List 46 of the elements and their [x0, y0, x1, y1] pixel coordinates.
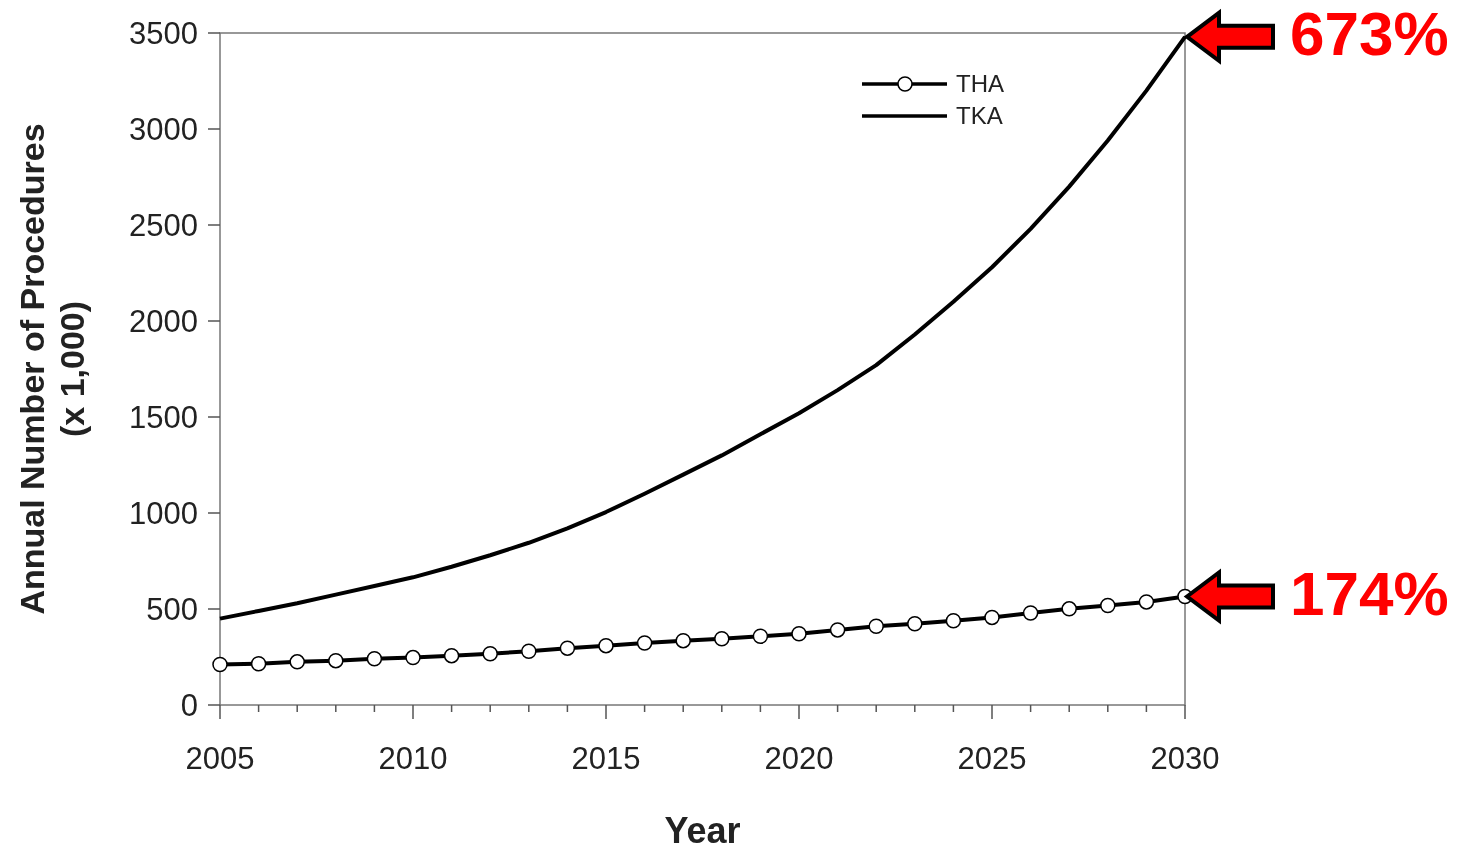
point: [366, 650, 383, 667]
point: [1022, 605, 1039, 621]
point: [212, 656, 228, 673]
annotation: 174%: [1290, 558, 1449, 628]
y-tick-label: 1000: [129, 495, 198, 531]
point: [1138, 594, 1155, 610]
point: [598, 637, 614, 654]
y-tick-label: 500: [146, 591, 198, 627]
point: [405, 649, 421, 666]
point: [1100, 597, 1116, 614]
point: [675, 632, 691, 649]
point: [829, 622, 846, 638]
point: [289, 654, 305, 670]
legend-label: TKA: [956, 102, 1003, 130]
y-tick-label: 0: [180, 687, 198, 723]
point: [250, 655, 267, 672]
point: [328, 652, 344, 669]
point: [482, 645, 498, 662]
y-tick-label: 1500: [129, 399, 198, 435]
line-series: [218, 34, 1187, 621]
point: [752, 628, 769, 645]
y-tick-label: 2000: [129, 303, 198, 339]
point: [443, 647, 460, 664]
legend-label: THA: [956, 70, 1004, 98]
point: [791, 626, 807, 642]
annotation: 673%: [1290, 0, 1449, 68]
y-tick-label: 3000: [129, 111, 198, 147]
x-tick-label: 2020: [764, 741, 834, 776]
x-tick-label: 2005: [185, 741, 255, 776]
point: [868, 618, 884, 635]
point: [945, 612, 962, 629]
point: [636, 635, 653, 651]
x-tick-label: 2015: [571, 741, 641, 776]
point: [521, 643, 537, 659]
y-tick-label: 3500: [129, 15, 198, 51]
y-axis-title: Annual Number of Procedures (x 1,000): [13, 123, 91, 615]
point: [907, 616, 923, 632]
x-tick-label: 2030: [1150, 741, 1220, 776]
x-axis-title: Year: [664, 810, 741, 850]
point: [714, 631, 730, 647]
x-tick-label: 2025: [957, 741, 1027, 776]
point: [984, 609, 1000, 626]
point: [1061, 601, 1077, 617]
x-tick-label: 2010: [378, 741, 448, 776]
y-tick-label: 2500: [129, 207, 198, 243]
point: [559, 640, 576, 656]
